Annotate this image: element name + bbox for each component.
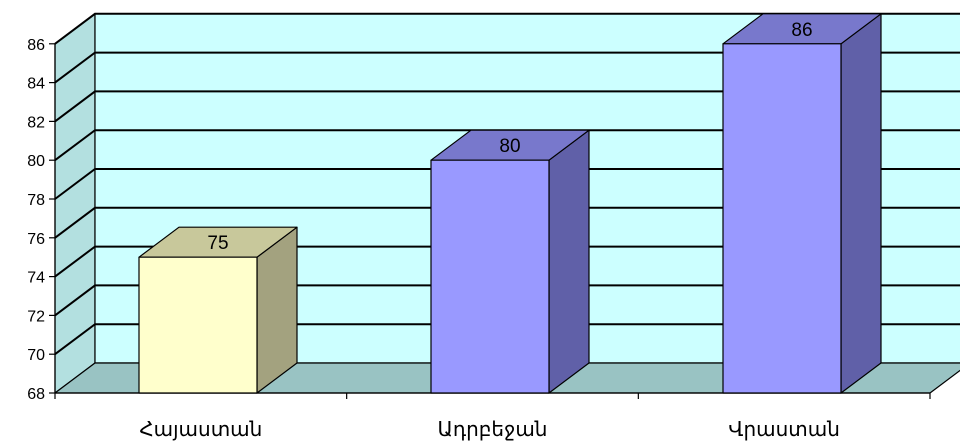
bar-3 xyxy=(722,13,882,394)
bar-side-face xyxy=(548,129,590,394)
y-tick-label: 84 xyxy=(27,76,45,93)
category-label: Ադրբեջան xyxy=(438,419,548,441)
labels: 68 70 72 74 76 78 80 82 84 86 Հայաստան Ադրբեջան Վրաս… xyxy=(27,20,840,441)
y-tick-label: 78 xyxy=(27,192,45,209)
gridline xyxy=(54,51,960,84)
bar-side-face xyxy=(840,13,882,394)
bar-front-face xyxy=(138,256,258,394)
category-label: Հայաստան xyxy=(139,419,262,441)
bars xyxy=(138,13,882,394)
y-tick-label: 82 xyxy=(27,114,45,131)
y-tick-label: 70 xyxy=(27,347,45,364)
category-label: Վրաստան xyxy=(728,419,840,441)
gridline xyxy=(54,168,960,200)
y-tick-label: 76 xyxy=(27,231,45,248)
data-label: 75 xyxy=(207,233,228,254)
gridline xyxy=(54,323,960,356)
bar-1 xyxy=(138,226,298,394)
y-tick-label: 72 xyxy=(27,308,45,325)
side-wall xyxy=(54,13,96,394)
y-tick-label: 68 xyxy=(27,386,45,403)
bar-2 xyxy=(430,129,590,394)
bar-front-face xyxy=(430,159,550,394)
y-tick-label: 86 xyxy=(27,37,45,54)
gridline xyxy=(54,245,960,278)
gridline xyxy=(54,12,960,45)
y-tick-label: 74 xyxy=(27,270,45,287)
bar-front-face xyxy=(722,43,842,394)
gridline xyxy=(54,129,960,161)
y-tick-label: 80 xyxy=(27,153,45,170)
data-label: 86 xyxy=(791,20,812,41)
gridline xyxy=(54,206,960,239)
gridline xyxy=(54,90,960,123)
gridlines xyxy=(54,12,960,356)
gridline xyxy=(54,284,960,317)
data-label: 80 xyxy=(499,136,520,157)
